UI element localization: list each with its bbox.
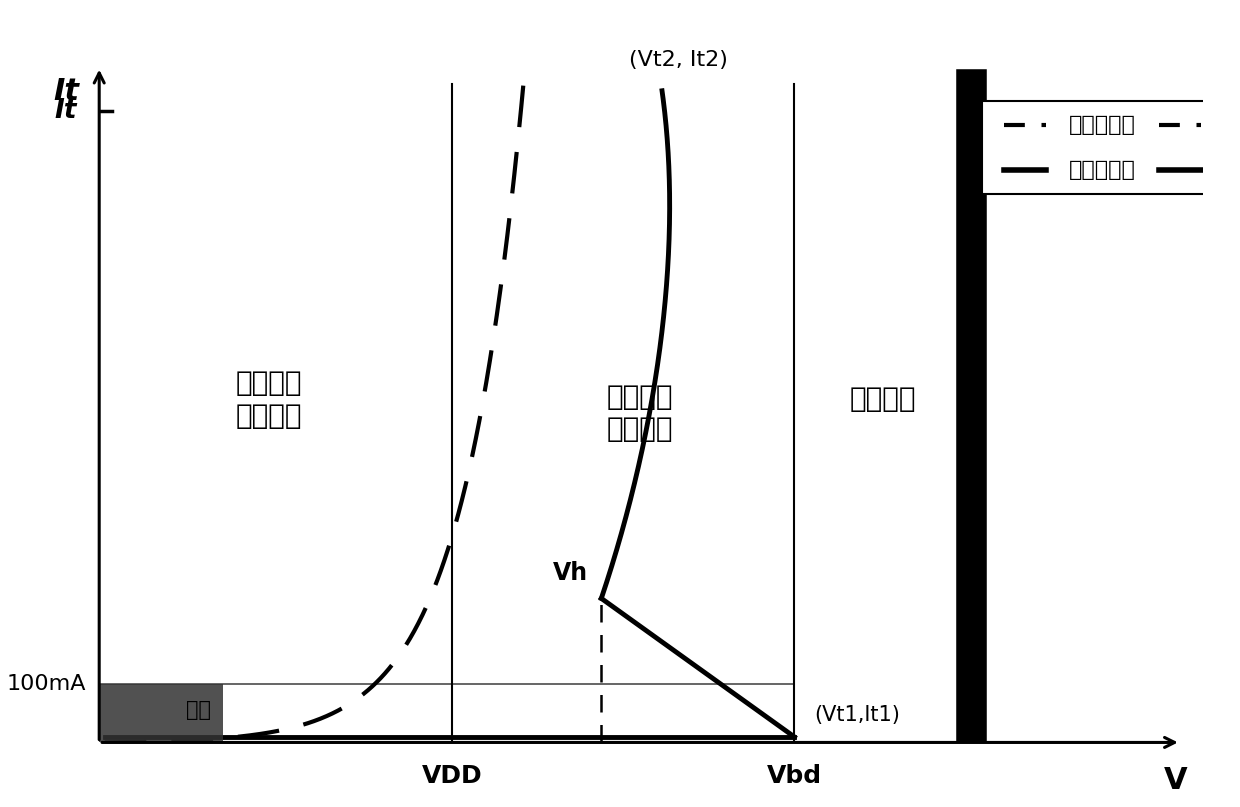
Text: 有回滩曲线: 有回滩曲线 (1069, 160, 1136, 180)
FancyBboxPatch shape (982, 101, 1223, 194)
Text: (Vt2, It2): (Vt2, It2) (629, 50, 728, 70)
Text: It: It (53, 77, 79, 106)
Text: 无回滩曲线: 无回滩曲线 (1069, 115, 1136, 135)
Text: VDD: VDD (422, 764, 482, 788)
Text: 锁区: 锁区 (186, 700, 211, 721)
Text: 击穿区域: 击穿区域 (849, 386, 916, 413)
Text: Vh: Vh (553, 561, 588, 584)
Text: 芯片正常
工作区域: 芯片正常 工作区域 (236, 370, 303, 429)
Text: (Vt1,It1): (Vt1,It1) (815, 705, 900, 725)
FancyBboxPatch shape (99, 684, 223, 742)
Text: Vbd: Vbd (766, 764, 822, 788)
Text: It: It (55, 98, 77, 124)
Text: V: V (1163, 767, 1187, 796)
Text: 100mA: 100mA (6, 674, 86, 694)
Text: 静电防护
器件窗口: 静电防护 器件窗口 (606, 383, 673, 443)
